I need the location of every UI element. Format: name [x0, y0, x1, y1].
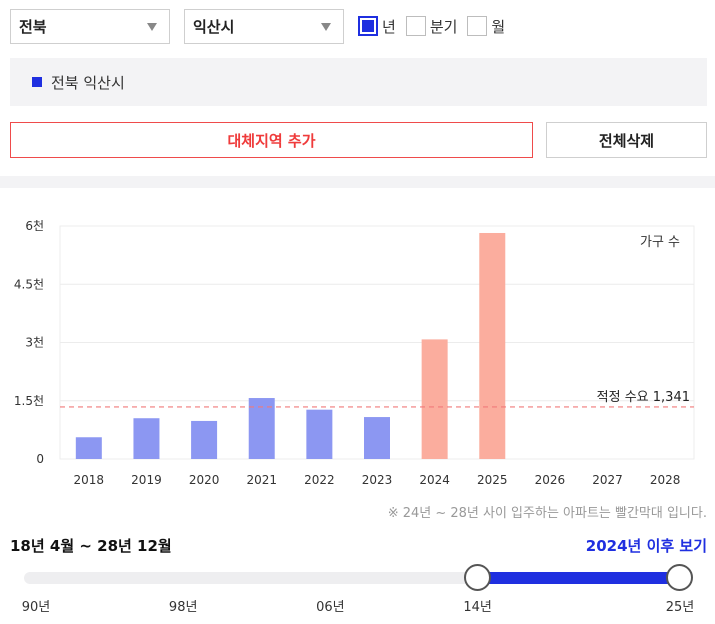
filter-row: 전북 익산시 년 분기 월	[10, 8, 515, 44]
bar-2025	[479, 232, 506, 459]
reference-line-label: 적정 수요 1,341	[597, 390, 690, 405]
y-tick-label: 4.5천	[14, 276, 44, 291]
chevron-down-icon	[147, 22, 157, 31]
x-tick-label: 2020	[189, 473, 220, 487]
city-select-value: 익산시	[193, 17, 235, 36]
x-tick-label: 2024	[419, 473, 450, 487]
province-select-value: 전북	[19, 17, 47, 36]
checkbox-icon[interactable]	[467, 16, 488, 36]
x-tick-label: 2018	[74, 473, 105, 487]
bar-2023	[364, 417, 390, 459]
bar-2021	[248, 398, 275, 459]
delete-all-button[interactable]: 전체삭제	[546, 122, 707, 158]
supply-bar-chart: 0 1.5천 3천 4.5천 6천 2018 2019 2020 2021 2022 2023 202…	[14, 218, 695, 487]
period-month-checkbox[interactable]: 월	[467, 16, 505, 37]
x-tick-label: 2028	[650, 473, 681, 487]
period-year-label: 년	[382, 17, 396, 36]
period-quarter-checkbox[interactable]: 분기	[405, 16, 458, 37]
period-month-label: 월	[491, 17, 506, 36]
bar-2018	[75, 437, 102, 459]
period-year-checkbox[interactable]: 년	[358, 16, 396, 37]
checkbox-icon[interactable]	[405, 16, 426, 36]
year-tick-label: 25년	[665, 600, 695, 615]
y-tick-label: 6천	[25, 218, 44, 233]
province-select[interactable]: 전북	[10, 8, 170, 44]
region-legend-panel: 전북 익산시	[10, 58, 707, 106]
chart-note: ※ 24년 ~ 28년 사이 입주하는 아파트는 빨간막대 입니다.	[387, 506, 707, 521]
x-tick-label: 2019	[131, 473, 162, 487]
bar-2022	[306, 409, 333, 459]
x-tick-label: 2021	[246, 473, 277, 487]
range-end-handle[interactable]	[666, 564, 693, 591]
x-tick-label: 2027	[592, 473, 623, 487]
year-range-selected	[477, 572, 680, 584]
region-color-swatch	[32, 77, 42, 87]
chevron-down-icon	[321, 22, 331, 31]
add-alternate-region-button[interactable]: 대체지역 추가	[10, 122, 533, 158]
x-tick-label: 2025	[477, 473, 508, 487]
bar-2020	[191, 420, 218, 459]
bar-2024	[421, 339, 448, 459]
checkbox-icon[interactable]	[358, 16, 378, 36]
x-tick-label: 2022	[304, 473, 335, 487]
year-tick-label: 14년	[463, 600, 492, 615]
city-select[interactable]: 익산시	[184, 8, 344, 44]
year-tick-label: 98년	[168, 600, 198, 615]
period-checkboxes: 년 분기 월	[358, 16, 515, 37]
year-tick-label: 06년	[316, 600, 345, 615]
view-after-2024-link[interactable]: 2024년 이후 보기	[585, 537, 707, 555]
unit-label: 가구 수	[640, 235, 680, 250]
y-tick-label: 3천	[25, 335, 44, 350]
y-tick-label: 0	[36, 452, 44, 466]
section-divider	[0, 176, 715, 188]
x-tick-label: 2023	[362, 473, 393, 487]
year-tick-label: 90년	[21, 600, 51, 615]
period-quarter-label: 분기	[429, 17, 458, 36]
period-range-label: 18년 4월 ~ 28년 12월	[10, 537, 172, 555]
x-tick-label: 2026	[535, 473, 566, 487]
range-start-handle[interactable]	[463, 564, 491, 591]
bar-2019	[133, 418, 160, 459]
y-tick-label: 1.5천	[14, 393, 44, 408]
region-legend-label: 전북 익산시	[51, 73, 125, 92]
